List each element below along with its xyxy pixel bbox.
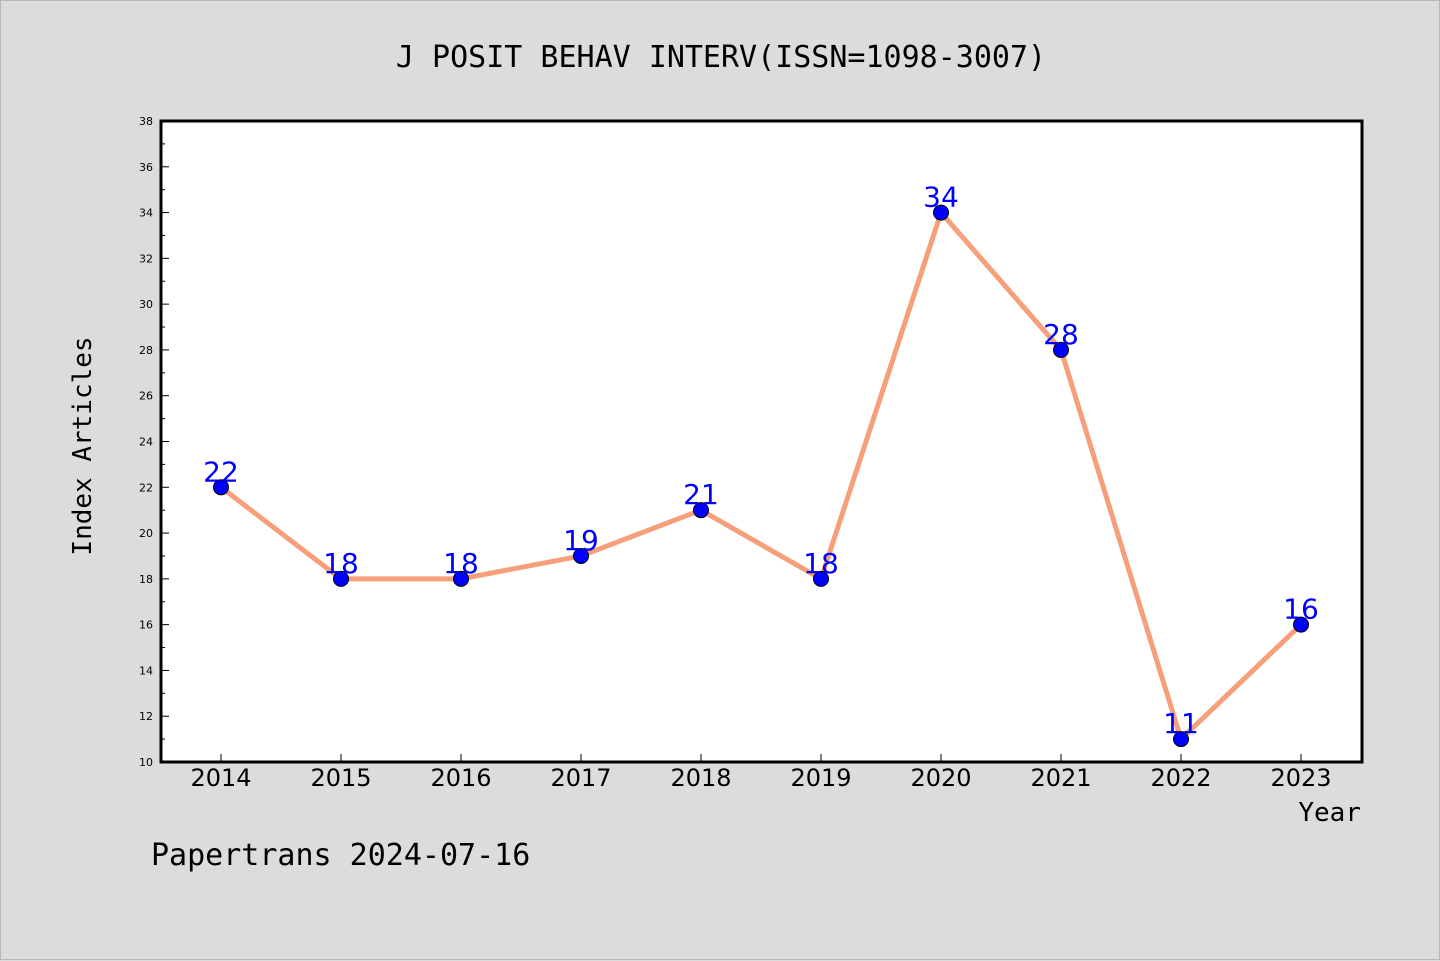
y-tick-label: 10	[139, 756, 153, 769]
data-point	[1053, 341, 1069, 358]
chart-title: J POSIT BEHAV INTERV(ISSN=1098-3007)	[396, 40, 1046, 75]
x-tick-label: 2016	[430, 764, 491, 792]
x-tick-label: 2023	[1270, 764, 1331, 792]
data-label: 34	[923, 181, 959, 214]
data-point	[693, 502, 709, 519]
x-tick-label: 2014	[190, 764, 251, 792]
x-axis-label: Year	[1298, 798, 1361, 828]
x-tick-label: 2021	[1030, 764, 1091, 792]
y-tick-label: 32	[139, 252, 153, 265]
y-tick-label: 20	[139, 527, 153, 540]
data-label: 16	[1283, 593, 1319, 626]
x-tick-label: 2019	[790, 764, 851, 792]
footer-text: Papertrans 2024-07-16	[151, 838, 530, 873]
data-point	[333, 570, 349, 587]
y-tick-label: 24	[139, 436, 153, 449]
y-tick-label: 22	[139, 481, 153, 494]
y-tick-label: 12	[139, 710, 153, 723]
y-axis: 10 12 14 16 18 20 22 24 26 28 30 32 34 36 38	[139, 115, 169, 769]
data-point	[573, 547, 589, 564]
data-point	[933, 204, 949, 221]
data-point	[813, 570, 829, 587]
y-tick-label: 26	[139, 390, 153, 403]
data-label: 11	[1163, 707, 1199, 740]
y-tick-label: 36	[139, 161, 153, 174]
y-axis-label: Index Articles	[68, 336, 98, 555]
data-label: 28	[1043, 318, 1079, 351]
y-tick-label: 34	[139, 207, 153, 220]
plot-area	[159, 119, 1364, 764]
data-label: 18	[323, 547, 359, 580]
y-tick-label: 14	[139, 664, 153, 677]
data-labels: 22 18 18 19 21 18 34 28 11 16	[203, 181, 1319, 741]
y-tick-label: 38	[139, 115, 153, 128]
x-tick-label: 2017	[550, 764, 611, 792]
x-tick-label: 2018	[670, 764, 731, 792]
data-point	[1293, 616, 1309, 633]
y-tick-label: 30	[139, 298, 153, 311]
x-tick-label: 2015	[310, 764, 371, 792]
data-label: 21	[683, 478, 719, 511]
x-tick-label: 2020	[910, 764, 971, 792]
data-label: 22	[203, 455, 239, 488]
series-line	[219, 210, 1303, 742]
x-tick-label: 2022	[1150, 764, 1211, 792]
data-points	[213, 204, 1309, 748]
data-label: 18	[443, 547, 479, 580]
data-label: 19	[563, 524, 599, 557]
x-axis: 2014 2015 2016 2017 2018 2019 2020 2021 2022 2023	[190, 754, 1332, 792]
data-point	[453, 570, 469, 587]
data-point	[213, 479, 229, 496]
data-point	[1173, 731, 1189, 748]
y-tick-label: 16	[139, 619, 153, 632]
y-tick-label: 28	[139, 344, 153, 357]
y-tick-label: 18	[139, 573, 153, 586]
data-label: 18	[803, 547, 839, 580]
